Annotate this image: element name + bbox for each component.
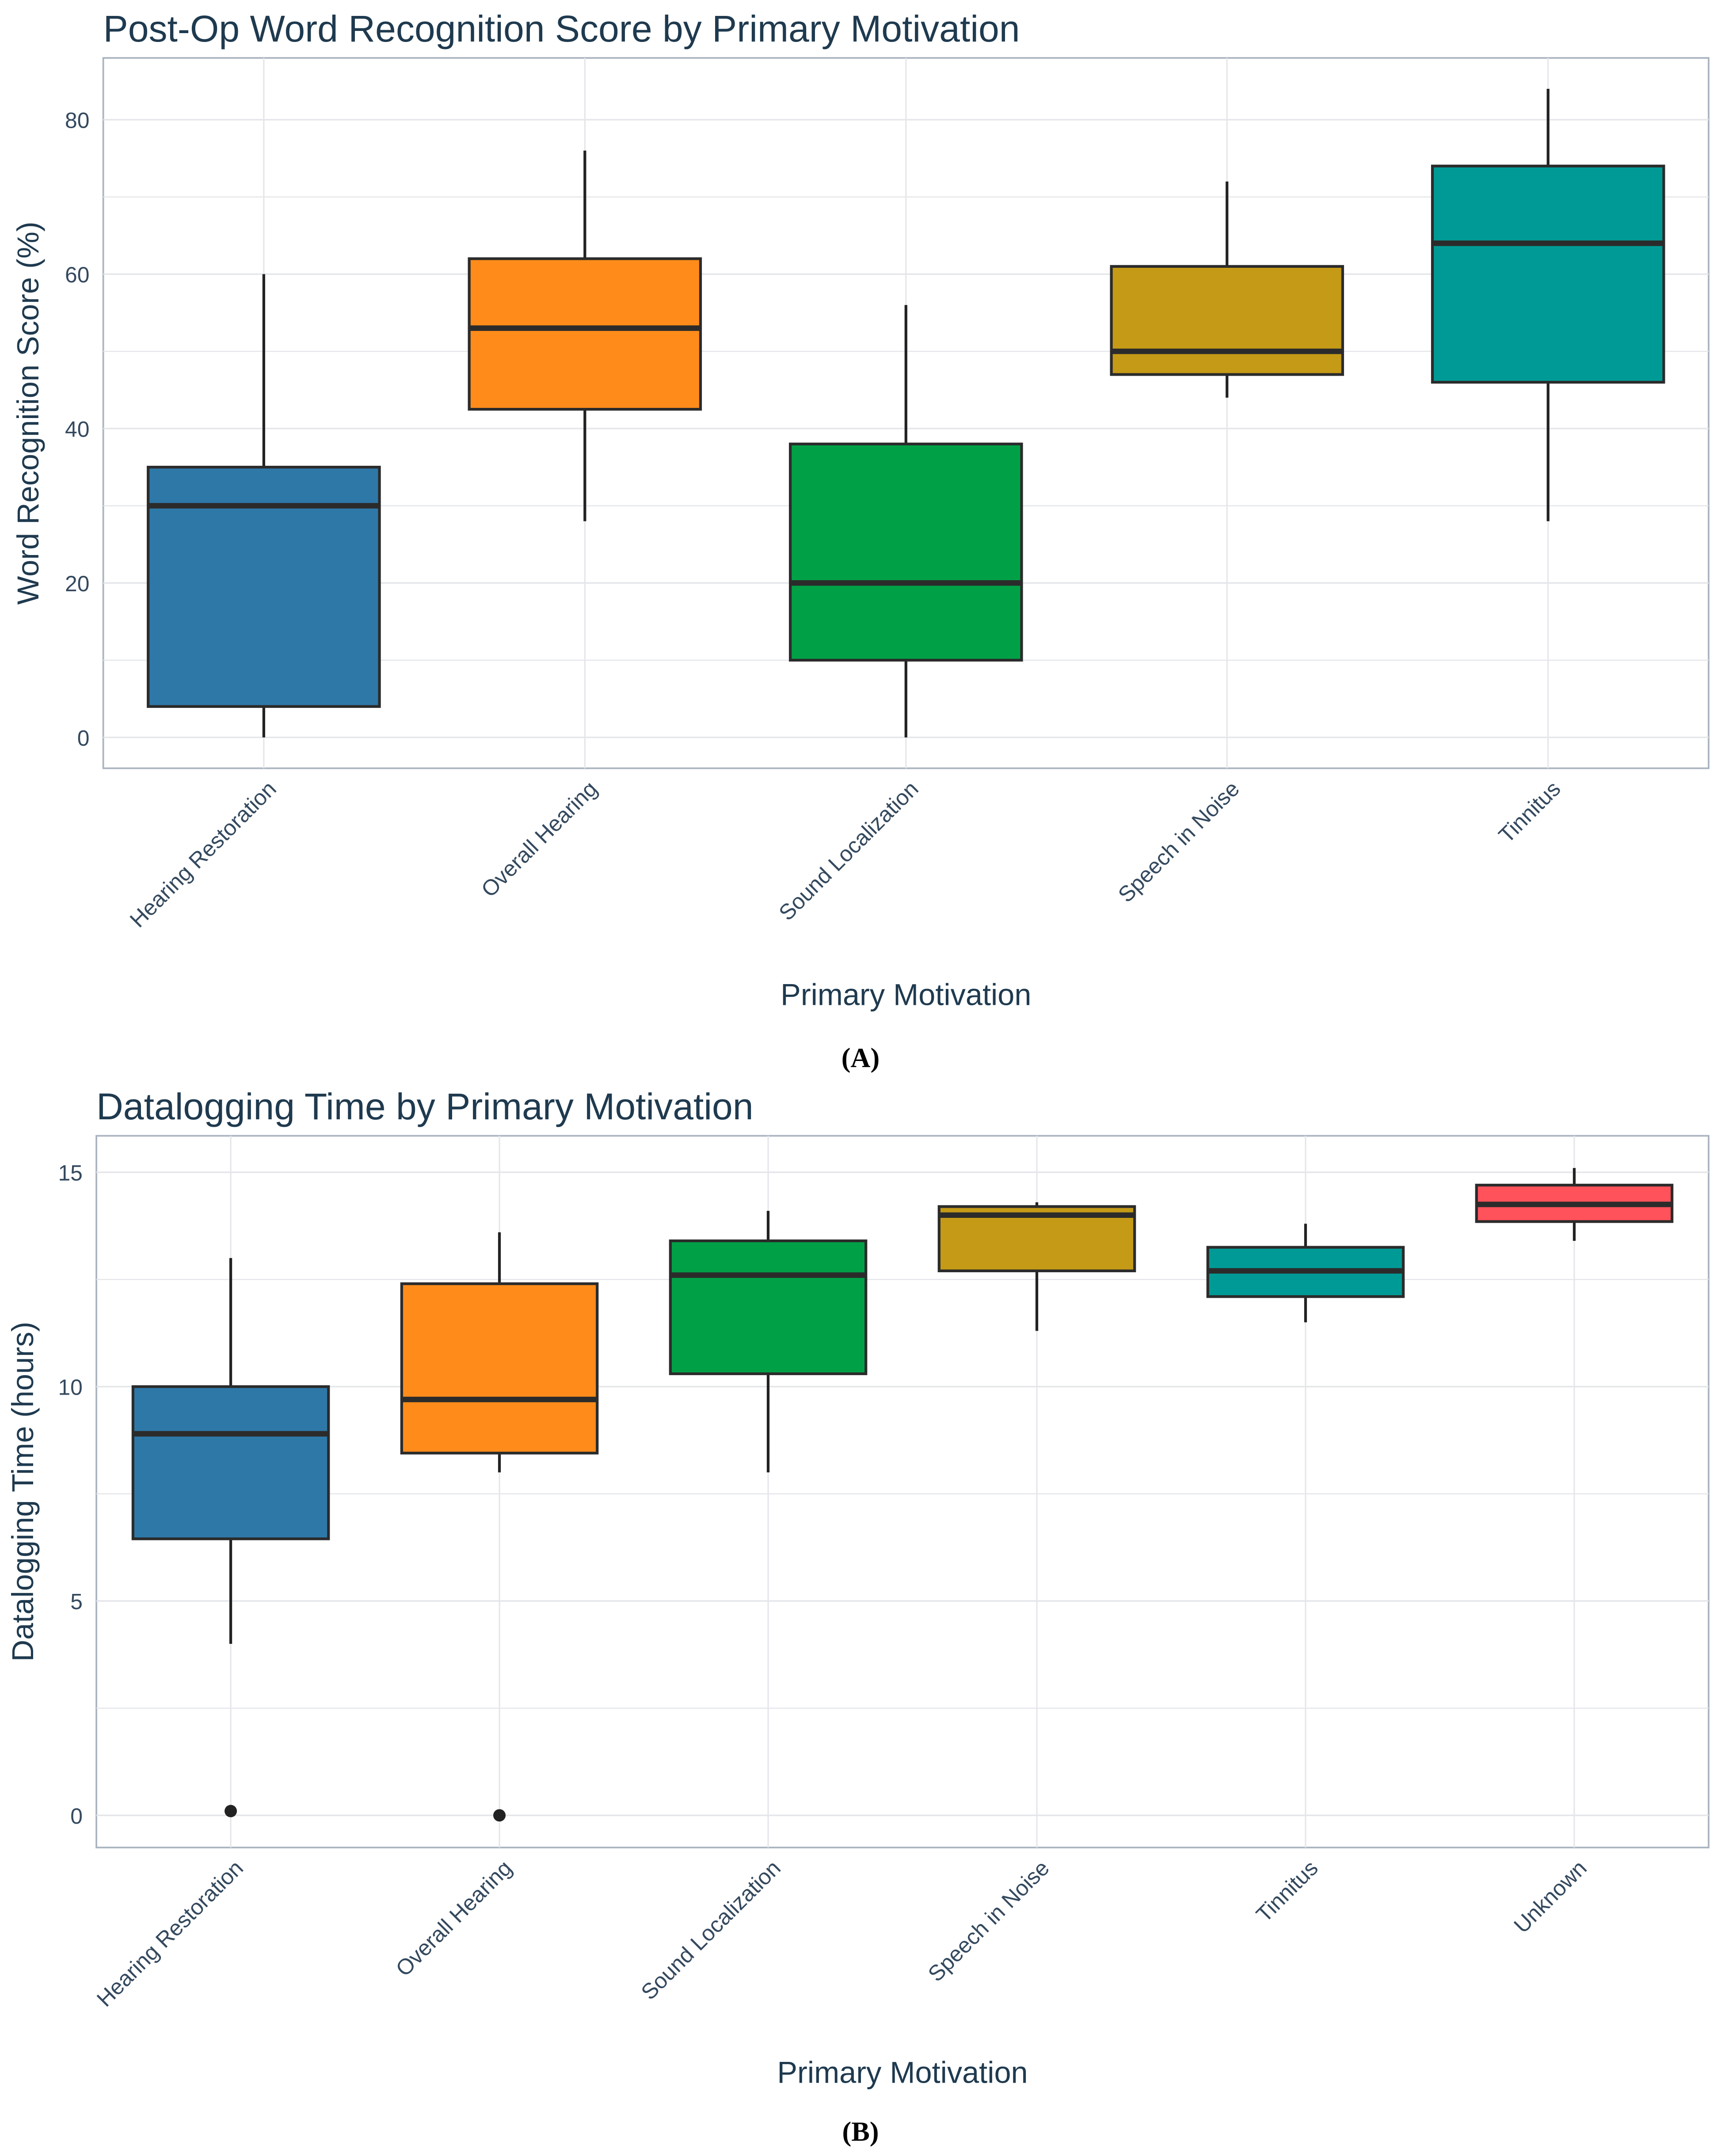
- box-tinnitus: [1431, 89, 1665, 521]
- x-tick-label: Unknown: [1509, 1856, 1591, 1938]
- y-tick-label: 60: [65, 262, 89, 287]
- box-speech-in-noise: [937, 1202, 1136, 1331]
- y-axis-title: Datalogging Time (hours): [6, 1322, 40, 1662]
- box-tinnitus: [1206, 1224, 1405, 1323]
- box-iqr: [1431, 164, 1665, 384]
- panel-caption: (B): [842, 2116, 879, 2147]
- plot-area: [95, 1135, 1710, 1848]
- box-sound-localization: [669, 1211, 868, 1472]
- box-hearing-restoration: [147, 274, 381, 738]
- x-tick-label: Hearing Restoration: [92, 1856, 248, 2012]
- box-speech-in-noise: [1110, 181, 1344, 398]
- panel-caption: (A): [841, 1043, 880, 1073]
- y-tick-label: 0: [77, 726, 90, 750]
- box-unknown: [1475, 1168, 1674, 1241]
- y-tick-label: 0: [70, 1804, 83, 1829]
- x-tick-label: Overall Hearing: [476, 776, 602, 902]
- box-overall-hearing: [468, 150, 702, 521]
- box-iqr: [131, 1385, 330, 1540]
- x-tick-label: Overall Hearing: [391, 1856, 517, 1981]
- chart-a-word-recognition: 0 20 40 60 80 Hearing Restoration Overall Hear…: [11, 8, 1710, 1073]
- box-iqr: [468, 257, 702, 411]
- outlier-point: [493, 1809, 506, 1822]
- x-tick-label: Tinnitus: [1494, 776, 1565, 848]
- x-axis-title: Primary Motivation: [781, 977, 1031, 1011]
- y-tick-label: 40: [65, 417, 89, 441]
- box-overall-hearing: [400, 1232, 599, 1822]
- chart-b-datalogging-time: 0 5 10 15 Hearing Restoration Overall Hearing…: [6, 1086, 1710, 2147]
- box-sound-localization: [789, 305, 1023, 738]
- x-tick-label: Tinnitus: [1251, 1856, 1323, 1927]
- y-tick-label: 10: [58, 1375, 82, 1400]
- x-axis-title: Primary Motivation: [777, 2056, 1028, 2090]
- box-iqr: [789, 442, 1023, 662]
- x-tick-label: Sound Localization: [774, 776, 923, 925]
- x-tick-label: Sound Localization: [636, 1856, 785, 2004]
- y-axis-title: Word Recognition Score (%): [11, 221, 45, 605]
- y-tick-label: 20: [65, 571, 89, 596]
- box-iqr: [400, 1282, 599, 1455]
- y-tick-label: 80: [65, 108, 89, 133]
- box-iqr: [669, 1239, 868, 1375]
- x-tick-label: Speech in Noise: [1113, 776, 1244, 907]
- box-iqr: [1110, 265, 1344, 376]
- y-tick-label: 15: [58, 1160, 82, 1185]
- x-tick-label: Speech in Noise: [923, 1856, 1054, 1986]
- box-hearing-restoration: [131, 1258, 330, 1818]
- outlier-point: [225, 1805, 237, 1818]
- chart-title: Post-Op Word Recognition Score by Primar…: [103, 8, 1020, 49]
- y-tick-label: 5: [70, 1589, 83, 1614]
- x-tick-label: Hearing Restoration: [125, 776, 281, 932]
- chart-title: Datalogging Time by Primary Motivation: [96, 1086, 754, 1127]
